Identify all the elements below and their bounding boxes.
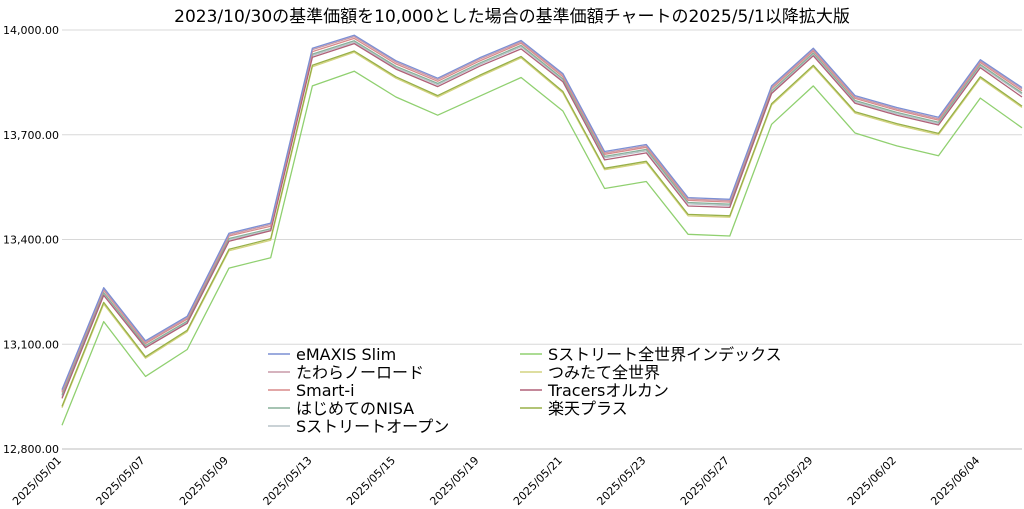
x-tick-label: 2025/05/15 xyxy=(344,454,398,508)
legend-label: eMAXIS Slim xyxy=(296,345,396,364)
series-line xyxy=(61,70,1023,426)
y-tick-label: 12,800.00 xyxy=(3,443,59,456)
x-tick-label: 2025/05/09 xyxy=(177,454,231,508)
y-tick-label: 13,700.00 xyxy=(3,129,59,142)
y-tick-label: 13,100.00 xyxy=(3,338,59,351)
x-tick-label: 2025/05/21 xyxy=(511,454,565,508)
legend-label: つみたて全世界 xyxy=(548,363,660,382)
x-tick-label: 2025/05/07 xyxy=(94,454,148,508)
y-tick-label: 14,000.00 xyxy=(3,24,59,37)
series-line xyxy=(61,35,1023,392)
series-line xyxy=(61,37,1023,393)
legend-label: Sストリート全世界インデックス xyxy=(548,345,782,364)
series-line xyxy=(61,41,1023,397)
series-line xyxy=(61,34,1023,390)
x-tick-label: 2025/05/23 xyxy=(594,454,648,508)
legend-label: Tracersオルカン xyxy=(547,381,669,400)
y-tick-label: 13,400.00 xyxy=(3,234,59,247)
legend-label: Smart-i xyxy=(296,381,355,400)
series-line xyxy=(61,50,1023,407)
x-tick-label: 2025/06/04 xyxy=(928,454,982,508)
series-line xyxy=(61,42,1023,399)
legend-label: はじめてのNISA xyxy=(296,399,414,418)
x-tick-label: 2025/05/01 xyxy=(10,454,64,508)
chart-title: 2023/10/30の基準価額を10,000とした場合の基準価額チャートの202… xyxy=(174,7,850,27)
legend-label: たわらノーロード xyxy=(296,363,424,382)
x-tick-label: 2025/05/13 xyxy=(261,454,315,508)
x-tick-label: 2025/05/29 xyxy=(761,454,815,508)
x-tick-label: 2025/06/02 xyxy=(845,454,899,508)
legend-label: Sストリートオープン xyxy=(296,417,449,436)
legend-label: 楽天プラス xyxy=(548,399,628,418)
x-tick-label: 2025/05/19 xyxy=(427,454,481,508)
series-line xyxy=(61,40,1023,396)
x-tick-label: 2025/05/27 xyxy=(678,454,732,508)
